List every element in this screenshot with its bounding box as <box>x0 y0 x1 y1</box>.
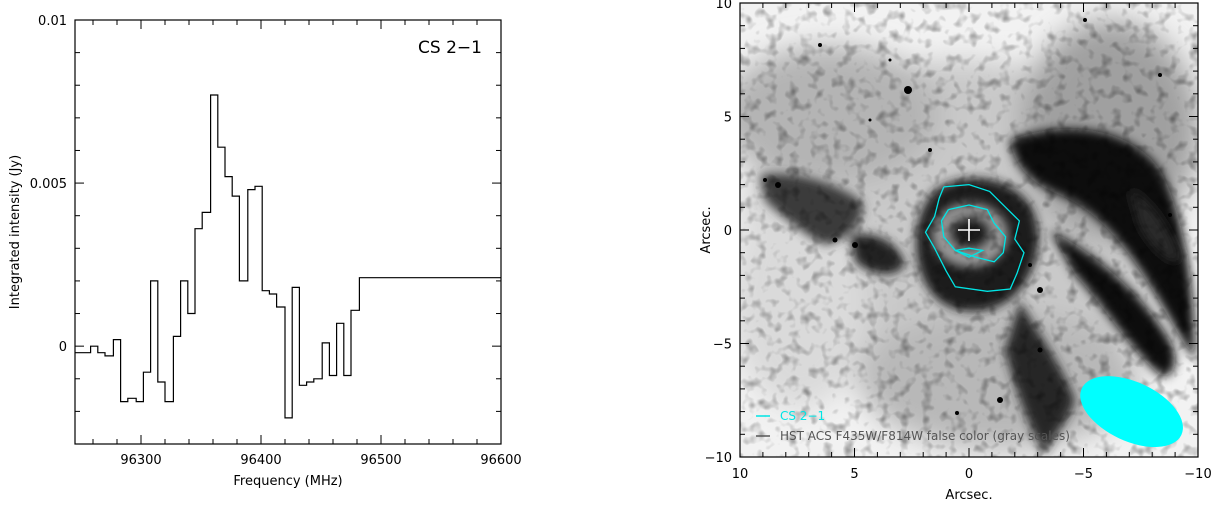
map-y-tick-label: 0 <box>724 224 732 239</box>
spectrum-x-tick-label: 96400 <box>240 453 281 468</box>
hst-map: 10 5 0 −5 −10 −10 −5 0 5 10 CS 2−1 HST ACS F435W/… <box>699 0 1212 503</box>
map-ticks <box>739 2 1199 458</box>
spectrum-chart: 96300 96400 96500 96600 0 0.005 0.01 CS 2−1 Fr… <box>8 14 522 489</box>
map-tick-labels: 10 5 0 −5 −10 −10 −5 0 5 10 <box>705 0 1212 482</box>
map-x-tick-label: 10 <box>732 467 749 482</box>
map-x-tick-label: −10 <box>1184 467 1211 482</box>
spectrum-x-axis-label: Frequency (MHz) <box>233 474 342 489</box>
spectrum-ticks <box>75 19 502 445</box>
spectrum-series-line <box>75 94 501 419</box>
map-x-axis-label: Arcsec. <box>945 488 992 503</box>
legend-label-hst: HST ACS F435W/F814W false color (gray sc… <box>780 429 1070 443</box>
cs-contour-line <box>924 183 1025 292</box>
map-y-tick-label: 10 <box>715 0 732 12</box>
map-y-axis-label: Arcsec. <box>699 206 714 253</box>
legend-label-cs: CS 2−1 <box>780 409 825 423</box>
map-legend: CS 2−1 HST ACS F435W/F814W false color (… <box>756 409 1070 443</box>
nucleus-cross-marker <box>958 219 980 241</box>
map-y-tick-label: −5 <box>713 338 732 353</box>
map-y-tick-label: −10 <box>705 451 732 466</box>
spectrum-y-tick-label: 0.005 <box>30 177 67 192</box>
cs-contours <box>924 183 1025 292</box>
spectrum-y-tick-label: 0 <box>59 340 67 355</box>
spectrum-y-tick-label: 0.01 <box>38 14 67 29</box>
map-x-tick-label: −5 <box>1074 467 1093 482</box>
cs-contour-line <box>955 247 985 258</box>
map-plot-frame <box>739 2 1199 458</box>
spectrum-x-tick-label: 96500 <box>360 453 401 468</box>
spectrum-tick-labels: 96300 96400 96500 96600 0 0.005 0.01 <box>30 14 522 468</box>
spectrum-plot-frame <box>74 19 502 445</box>
map-x-tick-label: 5 <box>850 467 858 482</box>
map-y-tick-label: 5 <box>724 111 732 126</box>
spectrum-y-axis-label: Integrated intensity (Jy) <box>8 155 23 309</box>
spectrum-annotation: CS 2−1 <box>418 38 482 58</box>
spectrum-x-tick-label: 96600 <box>480 453 521 468</box>
beam-ellipse <box>1080 376 1183 448</box>
spectrum-x-tick-label: 96300 <box>120 453 161 468</box>
cs-contour-line <box>940 204 1007 263</box>
map-x-tick-label: 0 <box>965 467 973 482</box>
